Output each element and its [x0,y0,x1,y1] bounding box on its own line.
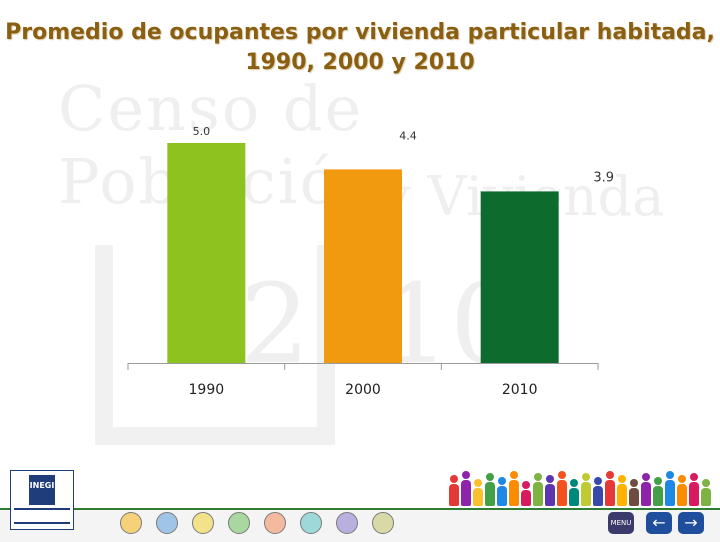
person-icon [509,471,519,506]
person-icon [617,475,627,506]
map-section-icon[interactable] [336,512,358,534]
x-tick-label-2000: 2000 [345,382,381,398]
person-icon [665,471,675,506]
family-section-icon[interactable] [228,512,250,534]
menu-button[interactable]: MENU [608,512,634,534]
person-icon [581,473,591,506]
data-label-1990: 5.0 [193,125,211,138]
bar-2010 [480,191,559,363]
person-icon [629,479,639,506]
previous-arrow-icon[interactable]: ← [646,512,672,534]
title-line-1: Promedio de ocupantes por vivienda parti… [5,20,715,45]
person-icon [545,475,555,506]
data-label-2000: 4.4 [399,129,417,142]
person-icon [449,475,459,506]
person-icon [593,477,603,506]
population-section-icon[interactable] [120,512,142,534]
services-section-icon[interactable] [300,512,322,534]
next-arrow-icon[interactable]: → [678,512,704,534]
x-tick-label-2010: 2010 [502,382,538,398]
person-icon [521,481,531,506]
person-icon [557,471,567,506]
x-tick-label-1990: 1990 [189,382,225,398]
person-icon [689,473,699,506]
person-icon [677,475,687,506]
page-title: Promedio de ocupantes por vivienda parti… [0,18,720,78]
person-icon [641,473,651,506]
age-section-icon[interactable] [192,512,214,534]
person-icon [461,471,471,506]
person-icon [701,479,711,506]
person-icon [653,477,663,506]
logo-text: INEGI [29,481,55,490]
person-icon [497,477,507,506]
document-section-icon[interactable] [372,512,394,534]
inegi-logo: INEGI [10,470,74,530]
title-line-2: 1990, 2000 y 2010 [245,50,475,75]
person-icon [569,479,579,506]
person-icon [473,479,483,506]
bar-2000 [324,169,402,363]
data-label-2010: 3.9 [593,170,614,185]
home-section-icon[interactable] [264,512,286,534]
people-figures-decoration [445,470,715,506]
person-icon [533,473,543,506]
person-icon [485,473,495,506]
person-icon [605,471,615,506]
people-section-icon[interactable] [156,512,178,534]
bar-1990 [167,143,246,363]
